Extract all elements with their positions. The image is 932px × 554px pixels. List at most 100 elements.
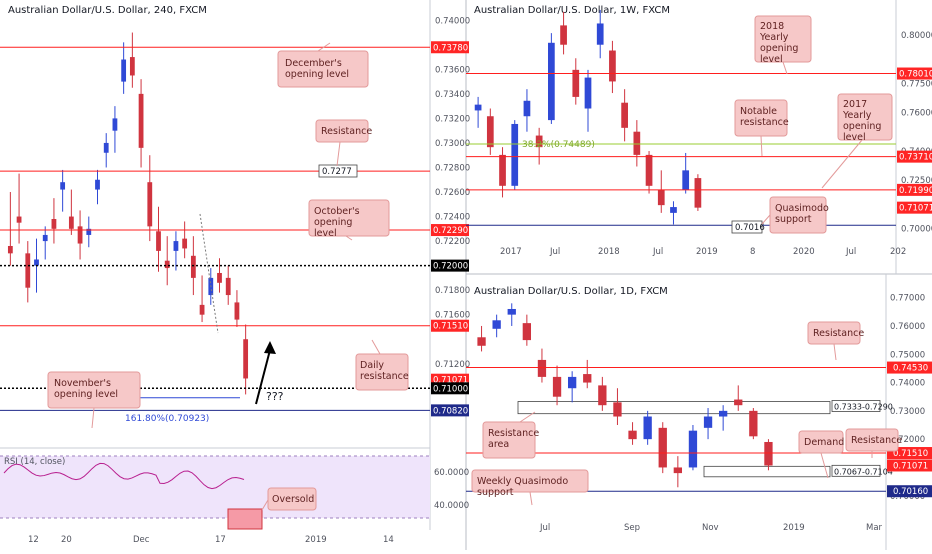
level-label-4h-1: 0.72290 (433, 226, 468, 236)
l-candle-5 (51, 198, 57, 244)
zone-rect-1d-1 (703, 465, 831, 478)
l-candle-15 (138, 79, 144, 168)
d-candle-17 (734, 385, 743, 411)
date-tick-1d-3: 2019 (783, 523, 805, 533)
price-tick-4h-9: 0.71800 (435, 286, 470, 296)
callout-resistance-1d-top-label: Resistance (813, 328, 864, 339)
w-candle-15 (657, 170, 665, 213)
l-candle-10 (95, 169, 100, 205)
date-tick-1w-0: 2017 (500, 247, 522, 257)
date-tick-1w-3: Jul (652, 247, 663, 257)
price-tick-4h-3: 0.73200 (435, 114, 470, 124)
callout-weekly-quasimodo-label: Weekly Quasimodo support (477, 476, 568, 498)
value-box-07016 (731, 220, 763, 234)
level-box-1w-2 (897, 183, 932, 196)
rsi-title: RSI (14, close) (4, 457, 65, 467)
w-candle-16 (670, 201, 677, 225)
l-candle-8 (77, 210, 83, 260)
date-ticks-1d: Jul Sep Nov 2019 Mar (539, 523, 883, 533)
callout-resistance-1d-right-label: Resistance (851, 435, 902, 446)
chart-title-1d: Australian Dollar/U.S. Dollar, 1D, FXCM (474, 286, 668, 297)
d-candle-13 (673, 456, 683, 488)
level-box-1w-3 (897, 201, 932, 214)
levels-4h: 0.73780 0.72290 0.72000 0.71510 0.710710.710… (0, 41, 469, 417)
l-candle-4 (42, 226, 48, 260)
callout-weekly-quasimodo: Weekly Quasimodo support (471, 469, 589, 506)
zone-label-box-1d-1 (831, 464, 881, 477)
level-label-4h-5: 0.71000 (433, 384, 468, 394)
date-tick-4h-2: Dec (133, 535, 150, 545)
w-candle-17 (682, 152, 690, 194)
level-label-1d-1: 0.71510 (893, 449, 928, 459)
l-candle-6 (60, 169, 66, 212)
price-tick-1d-5: 0.72000 (890, 435, 925, 445)
level-label-1d-0: 0.74530 (893, 364, 928, 374)
w-candle-4 (523, 89, 531, 132)
level-box-1d-0 (887, 361, 932, 374)
w-candle-8 (572, 58, 580, 105)
callout-resistance-area: Resistance area (482, 411, 539, 459)
w-candle-5 (535, 127, 543, 165)
zone-label-box-1d-0 (831, 400, 881, 412)
w-candle-3 (511, 120, 519, 190)
d-candle-19 (764, 439, 773, 471)
callout-resistance-4h: Resistance (315, 119, 372, 167)
level-label-4h-4: 0.71071 (433, 376, 468, 386)
callout-november-opening-label: November's opening level (54, 378, 118, 400)
rsi-pane[interactable]: RSI (14, close) 60.0000 40.0000 Oversold (0, 447, 469, 530)
panel-4h[interactable]: Australian Dollar/U.S. Dollar, 240, FXCM… (0, 0, 470, 545)
date-tick-1d-0: Jul (539, 523, 550, 533)
price-tick-4h-1: 0.73600 (435, 65, 470, 75)
l-candle-16 (147, 155, 153, 242)
l-candle-14 (129, 32, 135, 88)
levels-1w: 0.78010 0.73710 0.71990 0.71071 (466, 67, 932, 226)
w-candle-9 (584, 69, 592, 132)
question-marks: ??? (266, 390, 284, 403)
w-candle-2 (499, 147, 506, 198)
l-candle-12 (112, 106, 118, 153)
price-tick-4h-2: 0.73400 (435, 90, 470, 100)
zone-label-1d-0: 0.7333-0.7290 (834, 403, 893, 412)
l-candle-26 (234, 290, 240, 327)
d-candle-4 (537, 348, 547, 383)
d-candle-5 (552, 365, 562, 406)
candles-1w (474, 9, 702, 225)
callout-2018-yearly: 2018 Yearly opening level (754, 15, 812, 75)
l-candle-11 (103, 133, 109, 168)
date-tick-1d-4: Mar (866, 523, 883, 533)
date-tick-4h-5: 14 (383, 535, 394, 545)
d-candle-2 (507, 303, 516, 326)
level-box-1d-3 (887, 485, 932, 498)
level-label-1w-1: 0.73710 (899, 153, 932, 163)
levels-1d: 0.74530 0.71510 0.71071 0.70160 (466, 361, 932, 498)
l-candle-24 (217, 258, 222, 293)
value-box-07016-label: 0.7016 (735, 223, 765, 233)
callout-2018-yearly-label: 2018 Yearly opening level (759, 21, 798, 65)
price-tick-4h-10: 0.71600 (435, 311, 470, 321)
panel-1d[interactable]: Australian Dollar/U.S. Dollar, 1D, FXCM … (466, 274, 932, 550)
w-candle-6 (548, 33, 555, 124)
callout-oversold-label: Oversold (272, 494, 314, 505)
l-candle-25 (225, 265, 231, 305)
level-box-4h-2 (431, 259, 469, 272)
price-tick-4h-8: 0.72200 (435, 237, 470, 247)
candles-1d (477, 303, 773, 488)
callout-daily-resistance-label: Daily resistance (360, 360, 409, 382)
level-label-1w-2: 0.71990 (899, 186, 932, 196)
date-tick-4h-4: 2019 (305, 535, 327, 545)
l-candle-22 (199, 275, 205, 323)
level-label-1w-3: 0.71071 (899, 204, 932, 214)
w-candle-13 (633, 120, 641, 167)
l-candle-0 (7, 192, 13, 266)
panel-1w[interactable]: Australian Dollar/U.S. Dollar, 1W, FXCM … (466, 0, 932, 274)
level-label-1w-0: 0.78010 (899, 70, 932, 80)
w-candle-0 (474, 96, 482, 128)
callout-notable-resistance: Notable resistance (734, 99, 789, 157)
projection-arrow-head (264, 341, 276, 354)
l-candle-7 (68, 189, 74, 235)
callout-resistance-area-label: Resistance area (488, 428, 539, 450)
callout-quasimodo-support: Quasimodo support (761, 196, 829, 234)
date-ticks-4h: 12 20 Dec 17 2019 14 (28, 535, 394, 545)
